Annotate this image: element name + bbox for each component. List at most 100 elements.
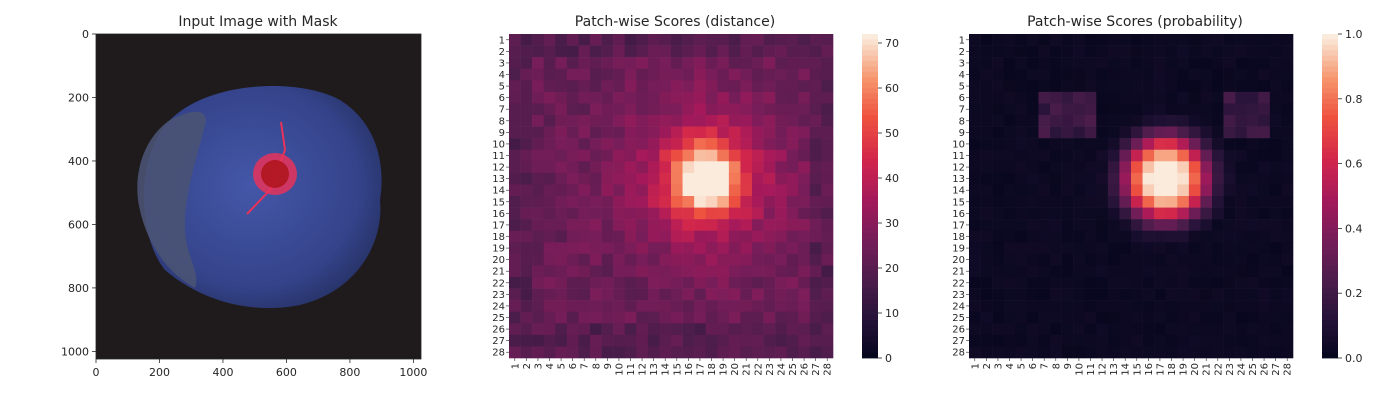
heatmap-cell [682,126,695,139]
heatmap-cell [1107,138,1120,151]
heatmap-cell [1200,242,1213,255]
colorbar-band [862,206,878,213]
x-tick-label: 800 [339,366,360,379]
heatmap-cell [1246,80,1259,93]
heatmap-cell [1131,68,1143,81]
heatmap-cell [671,172,683,185]
colorbar-band [862,88,878,94]
heatmap-cell [532,149,545,162]
heatmap-cell [786,346,799,359]
heatmap-cell [543,219,556,232]
heatmap-cell [543,265,556,278]
heatmap-cell [601,91,614,104]
heatmap-cell [821,242,834,255]
heatmap-cell [636,34,649,46]
heatmap-cell [682,242,695,255]
heatmap-cell [1258,196,1271,208]
heatmap-cell [992,288,1005,301]
heatmap-cell [809,184,822,197]
heatmap-cell [532,346,545,359]
heatmap-cell [509,300,521,313]
heatmap-cell [1269,80,1282,93]
heatmap-cell [980,219,993,232]
heatmap-cell [659,230,672,243]
heatmap-cell [1269,288,1282,301]
heatmap-cell [671,80,683,93]
heatmap-cell [1003,115,1016,127]
heatmap-cell [1119,115,1132,127]
heatmap-cell [763,34,776,46]
heatmap-cell [555,45,568,58]
colorbar-band [1322,304,1338,310]
row-label: 9 [499,128,505,139]
heatmap-cell [1212,242,1224,255]
colorbar-band [862,109,878,116]
heatmap-cell [1050,207,1062,220]
heatmap-cell [682,207,695,220]
heatmap-cell [694,277,707,289]
heatmap-cell [1165,253,1178,266]
colorbar-band [862,71,878,78]
y-tick-label: 0 [82,28,89,41]
heatmap-cell [647,311,660,324]
heatmap-cell [1246,219,1259,232]
heatmap-cell [1142,288,1155,301]
heatmap-cell [798,196,811,208]
heatmap-cell [601,172,614,185]
heatmap-cell [740,288,753,301]
heatmap-cell [1177,91,1190,104]
heatmap-cell [1038,230,1051,243]
colorbar-band [1322,239,1338,245]
heatmap-cell [752,334,764,347]
heatmap-cell [647,323,660,336]
heatmap-cell [694,207,707,220]
heatmap-cell [980,161,993,174]
heatmap-cell [763,334,776,347]
heatmap-cell [705,161,718,174]
colorbar-band [862,142,878,148]
heatmap-cell [1084,253,1097,266]
heatmap-cell [798,277,811,289]
colorbar-band [1322,282,1338,289]
heatmap-cell [775,242,788,255]
heatmap-cell [1073,323,1086,336]
col-label: 9 [603,363,614,369]
y-tick-label: 600 [68,218,89,231]
heatmap-cell [969,207,981,220]
heatmap-cell [532,68,545,81]
heatmap-cell [1015,300,1028,313]
heatmap-cell [786,126,799,139]
col-label: 17 [1155,363,1166,376]
heatmap-cell [763,161,776,174]
heatmap-cell [786,68,799,81]
colorbar-band [862,104,878,110]
heatmap-cell [636,172,649,185]
heatmap-cell [590,172,602,185]
heatmap-cell [809,45,822,58]
heatmap-cell [740,230,753,243]
heatmap-cell [1142,80,1155,93]
heatmap-cell [590,91,602,104]
row-label: 13 [492,174,505,185]
heatmap-cell [775,230,788,243]
heatmap-cell [809,323,822,336]
heatmap-cell [717,161,730,174]
heatmap-cell [682,196,695,208]
heatmap-cell [1223,34,1236,46]
heatmap-cell [1235,242,1248,255]
heatmap-cell [520,138,533,151]
colorbar-band [862,271,878,278]
heatmap-cell [636,219,649,232]
heatmap-cell [1003,91,1016,104]
colorbar-band [862,347,878,353]
heatmap-cell [555,288,568,301]
heatmap-cell [728,230,741,243]
heatmap-cell [1165,265,1178,278]
heatmap-cell [509,68,521,81]
heatmap-cell [1246,91,1259,104]
heatmap-cell [1235,277,1248,289]
heatmap-cell [992,91,1005,104]
heatmap-cell [590,334,602,347]
